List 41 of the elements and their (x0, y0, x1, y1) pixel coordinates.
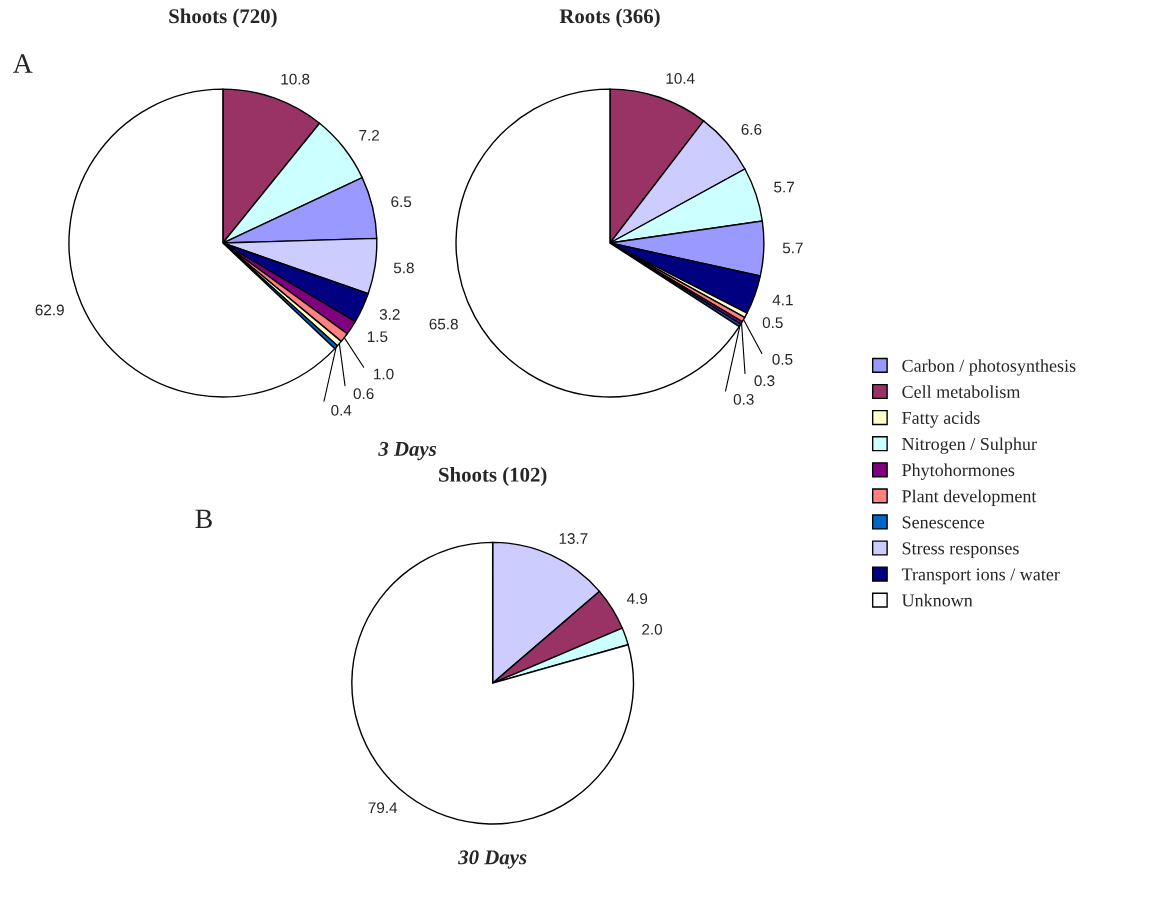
data-label: 2.0 (642, 623, 663, 635)
legend-label: Senescence (902, 516, 985, 529)
data-label: 3.2 (379, 309, 400, 320)
data-label: 6.6 (741, 124, 762, 135)
data-label: 0.5 (772, 353, 793, 365)
legend-label: Stress responses (902, 542, 1019, 559)
data-label: 0.6 (353, 388, 374, 400)
data-label: 1.0 (374, 368, 394, 380)
text: 30 Days (458, 850, 527, 869)
chart-title: Roots (366) (559, 8, 660, 28)
data-label: 79.4 (368, 802, 398, 814)
legend-label: Phytohormones (902, 463, 1015, 480)
data-label: 0.5 (762, 317, 783, 329)
data-label: 6.5 (391, 196, 412, 208)
legend-label: Fatty acids (902, 411, 980, 428)
legend-label: Cell metabolism (902, 385, 1021, 398)
legend-label: Carbon / photosynthesis (902, 359, 1076, 376)
data-label: 13.7 (559, 533, 588, 544)
chart-title: Shoots (720) (169, 8, 277, 28)
data-label: 5.8 (393, 262, 414, 274)
data-label: 4.9 (626, 593, 648, 605)
legend-label: Plant development (902, 489, 1037, 506)
text: A (13, 54, 33, 73)
legend-label: Nitrogen / Sulphur (902, 437, 1037, 454)
data-label: 4.1 (772, 294, 793, 306)
data-label: 62.9 (35, 304, 64, 316)
text: B (195, 509, 212, 528)
data-label: 65.8 (429, 318, 458, 330)
data-label: 1.5 (367, 331, 388, 343)
legend-label: Transport ions / water (901, 568, 1060, 585)
data-label: 10.4 (666, 73, 695, 84)
data-label: 5.7 (782, 242, 803, 254)
data-label: 0.3 (754, 375, 775, 387)
legend-label: Unknown (901, 593, 973, 607)
data-label: 7.2 (359, 129, 379, 141)
data-label: 0.3 (733, 394, 754, 405)
chart-title: Shoots (102) (439, 467, 547, 487)
text: 3 Days (378, 441, 437, 461)
data-label: 5.7 (774, 181, 794, 193)
data-label: 0.4 (331, 404, 352, 416)
data-label: 10.8 (281, 73, 310, 85)
